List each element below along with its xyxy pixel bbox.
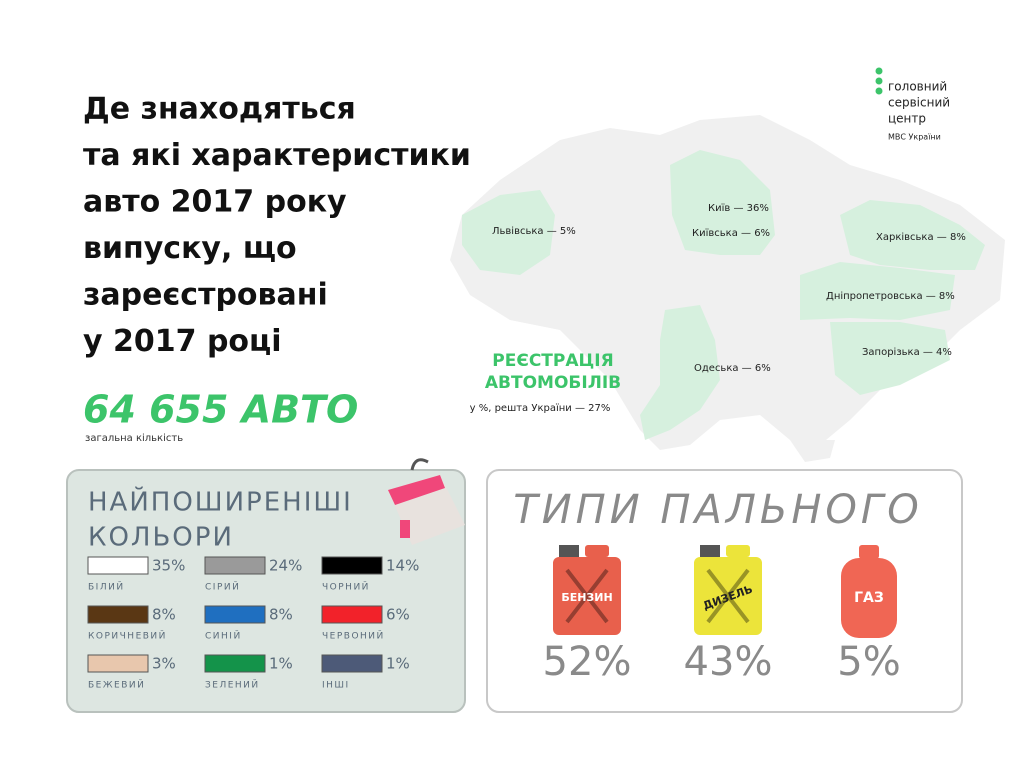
- title-line: авто 2017 року: [83, 185, 347, 220]
- logo-line: головний: [888, 80, 947, 94]
- color-swatch: [87, 605, 149, 624]
- fuel-name: БЕНЗИН: [561, 591, 612, 604]
- fuel-title: ТИПИ ПАЛЬНОГО: [513, 487, 922, 533]
- can-body: [553, 557, 621, 635]
- colors-panel: [66, 469, 466, 713]
- logo-dot: [875, 87, 883, 95]
- color-swatch: [204, 654, 266, 673]
- region-dnipro: [800, 262, 955, 320]
- map-title-line: АВТОМОБІЛІВ: [485, 373, 621, 393]
- colors-title-line: КОЛЬОРИ: [88, 523, 234, 553]
- color-share: 8%: [269, 606, 293, 624]
- color-share: 35%: [152, 557, 185, 575]
- region-lviv: [462, 190, 555, 275]
- color-name: СИНІЙ: [205, 630, 242, 642]
- region-label: Київ — 36%: [708, 203, 769, 214]
- title-line: та які характеристики: [83, 138, 471, 173]
- region-kharkiv: [840, 200, 985, 270]
- color-name: БЕЖЕВИЙ: [88, 679, 145, 691]
- color-share: 1%: [386, 655, 410, 673]
- color-share: 14%: [386, 557, 419, 575]
- color-name: ЗЕЛЕНИЙ: [205, 679, 260, 691]
- color-swatch: [321, 654, 383, 673]
- color-swatch: [204, 556, 266, 575]
- region-label: Львівська — 5%: [492, 225, 576, 237]
- logo-line: центр: [888, 112, 926, 126]
- region-label: Запорізька — 4%: [862, 346, 952, 358]
- color-name: СІРИЙ: [205, 581, 240, 593]
- region-kyiv: [670, 150, 775, 255]
- title-line: у 2017 році: [83, 324, 282, 359]
- can-cross: [706, 568, 750, 624]
- cylinder-valve: [859, 545, 879, 559]
- total-caption: загальна кількість: [85, 432, 183, 444]
- logo-dot: [875, 67, 883, 75]
- color-swatch: [321, 605, 383, 624]
- region-zaporizhzhia: [830, 322, 950, 395]
- region-label: Харківська — 8%: [876, 231, 966, 243]
- fuel-share: 5%: [837, 639, 900, 685]
- can-grip: [726, 545, 750, 557]
- color-share: 24%: [269, 557, 302, 575]
- map-subtitle: у %, решта України — 27%: [470, 403, 611, 414]
- color-swatch: [87, 654, 149, 673]
- color-share: 6%: [386, 606, 410, 624]
- color-name: БІЛИЙ: [88, 581, 125, 593]
- color-name: ІНШІ: [322, 681, 350, 691]
- region-odesa: [640, 305, 720, 440]
- title-line: випуску, що: [83, 231, 297, 266]
- paint-bucket-icon: [388, 458, 465, 545]
- title-line: Де знаходяться: [83, 92, 356, 127]
- logo-dot: [875, 77, 883, 85]
- fuel-name: ГАЗ: [854, 590, 884, 606]
- map-title-line: РЕЄСТРАЦІЯ: [492, 351, 613, 371]
- color-name: ЧОРНИЙ: [322, 581, 370, 593]
- color-name: КОРИЧНЕВИЙ: [88, 630, 167, 642]
- can-handle: [700, 545, 720, 557]
- map-crimea: [790, 440, 835, 462]
- logo-sub: МВС України: [888, 133, 941, 142]
- color-name: ЧЕРВОНИЙ: [322, 630, 385, 642]
- can-cross: [565, 568, 609, 624]
- region-label: Київська — 6%: [692, 228, 770, 239]
- colors-title-line: НАЙПОШИРЕНІШІ: [88, 486, 353, 518]
- fuel-share: 52%: [543, 639, 632, 685]
- can-grip: [585, 545, 609, 557]
- region-label: Дніпропетровська — 8%: [826, 290, 955, 302]
- color-swatch: [87, 556, 149, 575]
- color-share: 1%: [269, 655, 293, 673]
- title-line: зареєстровані: [83, 278, 328, 313]
- fuel-share: 43%: [684, 639, 773, 685]
- can-body: [694, 557, 762, 635]
- can-handle: [559, 545, 579, 557]
- logo-line: сервісний: [888, 96, 950, 110]
- total: 64 655 АВТО: [83, 388, 358, 432]
- color-swatch: [321, 556, 383, 575]
- region-label: Одеська — 6%: [694, 363, 771, 374]
- color-share: 3%: [152, 655, 176, 673]
- color-swatch: [204, 605, 266, 624]
- color-share: 8%: [152, 606, 176, 624]
- cylinder-body: [841, 558, 897, 638]
